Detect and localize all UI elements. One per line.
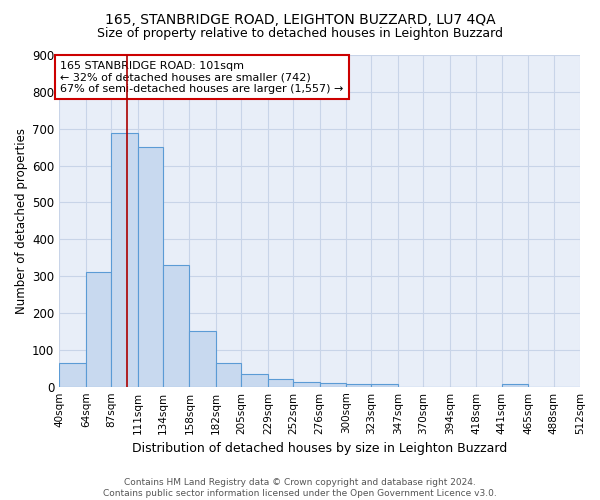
Text: Contains HM Land Registry data © Crown copyright and database right 2024.
Contai: Contains HM Land Registry data © Crown c… [103, 478, 497, 498]
X-axis label: Distribution of detached houses by size in Leighton Buzzard: Distribution of detached houses by size … [132, 442, 507, 455]
Text: 165, STANBRIDGE ROAD, LEIGHTON BUZZARD, LU7 4QA: 165, STANBRIDGE ROAD, LEIGHTON BUZZARD, … [104, 12, 496, 26]
Bar [268, 380, 293, 386]
Bar [216, 362, 241, 386]
Bar [111, 133, 137, 386]
Bar [346, 384, 371, 386]
Text: Size of property relative to detached houses in Leighton Buzzard: Size of property relative to detached ho… [97, 28, 503, 40]
Bar [502, 384, 528, 386]
Bar [293, 382, 320, 386]
Bar [163, 265, 190, 386]
Bar [86, 272, 111, 386]
Bar [241, 374, 268, 386]
Bar [190, 332, 216, 386]
Bar [137, 147, 163, 386]
Y-axis label: Number of detached properties: Number of detached properties [15, 128, 28, 314]
Bar [371, 384, 398, 386]
Bar [59, 362, 86, 386]
Text: 165 STANBRIDGE ROAD: 101sqm
← 32% of detached houses are smaller (742)
67% of se: 165 STANBRIDGE ROAD: 101sqm ← 32% of det… [61, 60, 344, 94]
Bar [320, 383, 346, 386]
